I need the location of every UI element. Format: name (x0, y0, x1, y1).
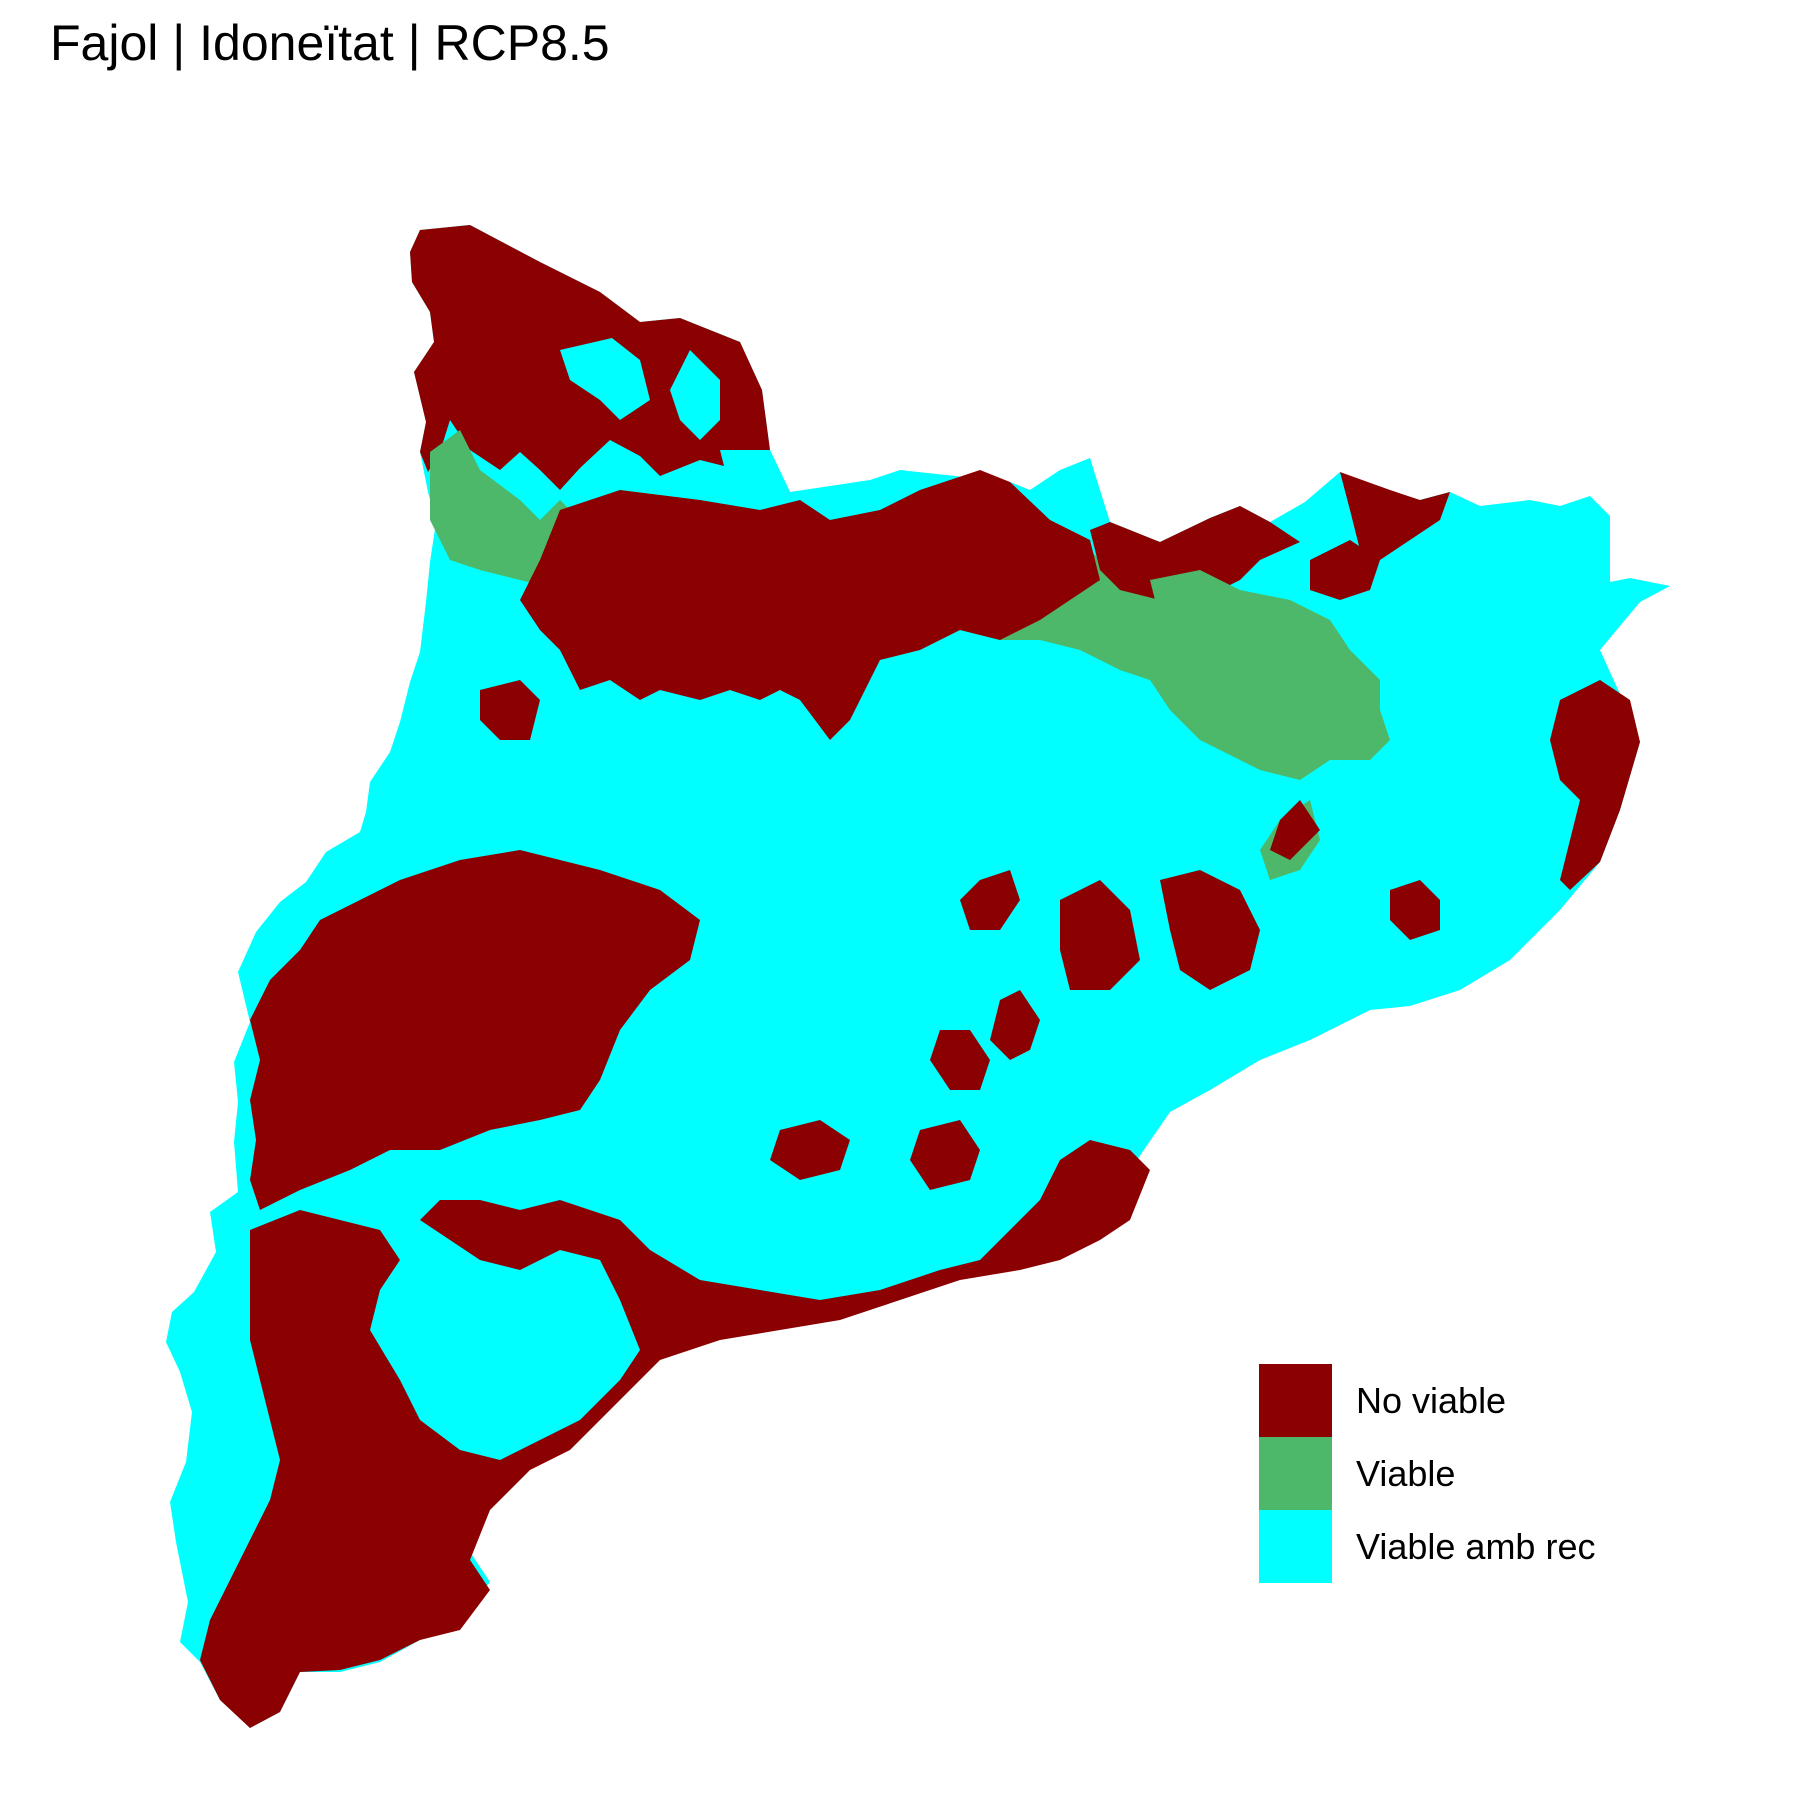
legend: No viable Viable Viable amb rec (1259, 1364, 1595, 1583)
region-no-viable-ne-coast (1340, 472, 1450, 560)
region-no-viable-east-mountains (1090, 506, 1300, 600)
map-title: Fajol | Idoneïtat | RCP8.5 (50, 15, 610, 71)
legend-swatch (1259, 1510, 1332, 1583)
legend-item-viable-amb-rec: Viable amb rec (1259, 1510, 1595, 1583)
legend-item-no-viable: No viable (1259, 1364, 1595, 1437)
legend-label: No viable (1356, 1379, 1507, 1421)
legend-item-viable: Viable (1259, 1437, 1595, 1510)
legend-label: Viable amb rec (1356, 1525, 1596, 1567)
legend-swatch (1259, 1437, 1332, 1510)
legend-swatch (1259, 1364, 1332, 1437)
region-no-viable-south-coast (200, 1140, 1150, 1728)
region-no-viable-central-pyrenees (520, 470, 1100, 740)
legend-label: Viable (1356, 1452, 1456, 1494)
region-no-viable-west (250, 850, 700, 1210)
